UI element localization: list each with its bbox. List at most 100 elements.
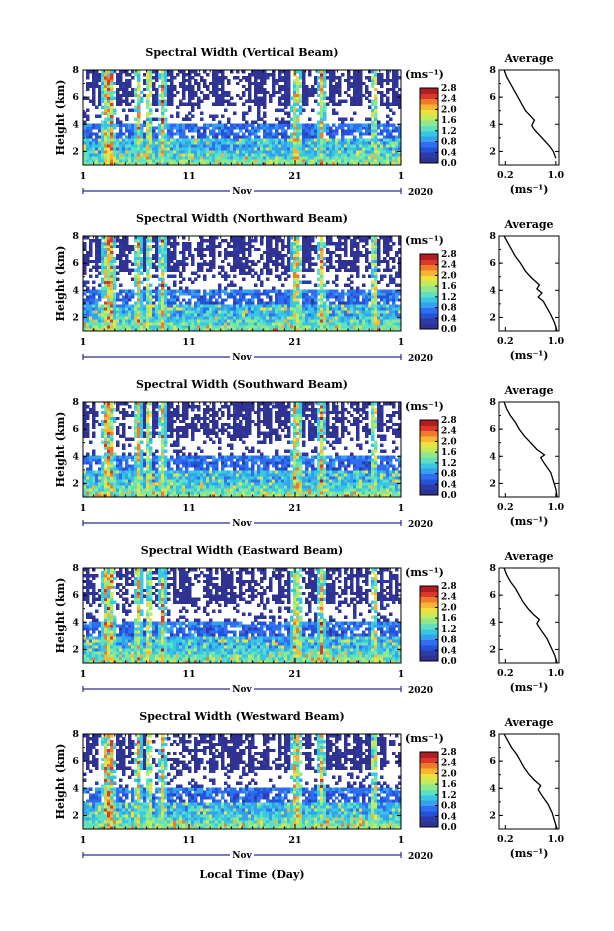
colorbar-frame bbox=[419, 419, 439, 496]
colorbar-frame bbox=[419, 253, 439, 330]
y-tick-label: 6 bbox=[72, 590, 79, 601]
bottom-x-axis-label: Local Time (Day) bbox=[199, 868, 304, 881]
heatmap-cells bbox=[83, 70, 402, 166]
y-axis-label: Height (km) bbox=[54, 412, 67, 488]
x-tick-label: 11 bbox=[182, 503, 195, 514]
y-tick-label: 4 bbox=[72, 451, 79, 462]
colorbar-swatch bbox=[420, 473, 438, 480]
colorbar-swatch bbox=[420, 430, 438, 437]
colorbar-tick-label: 0.8 bbox=[441, 304, 457, 314]
avg-x-tick-label: 1.0 bbox=[548, 336, 565, 347]
heatmap-cells bbox=[83, 402, 402, 498]
y-tick-label: 2 bbox=[72, 478, 79, 489]
avg-y-tick-label: 2 bbox=[489, 478, 496, 489]
colorbar-swatches bbox=[420, 254, 438, 330]
colorbar-swatch bbox=[420, 254, 438, 260]
colorbar-swatch bbox=[420, 586, 438, 592]
colorbar-tick-label: 0.0 bbox=[441, 823, 457, 833]
x-tick-label: 1 bbox=[80, 171, 87, 182]
colorbar-swatch bbox=[420, 784, 438, 790]
month-label: Nov bbox=[232, 353, 252, 363]
avg-y-tick-label: 8 bbox=[489, 65, 496, 76]
colorbar-swatch bbox=[420, 821, 438, 828]
avg-x-axis-label: (ms⁻¹) bbox=[510, 681, 549, 694]
colorbar-swatch bbox=[420, 762, 438, 769]
colorbar-swatch bbox=[420, 468, 438, 474]
avg-frame bbox=[498, 733, 560, 830]
y-tick-label: 4 bbox=[72, 119, 79, 130]
colorbar-swatch bbox=[420, 286, 438, 292]
colorbar-swatch bbox=[420, 810, 438, 817]
avg-frame bbox=[498, 567, 560, 664]
colorbar-tick-label: 0.8 bbox=[441, 636, 457, 646]
colorbar-swatch bbox=[420, 634, 438, 640]
colorbar-tick-label: 0.4 bbox=[441, 812, 457, 822]
colorbar-swatch bbox=[420, 104, 438, 110]
colorbar-swatch bbox=[420, 768, 438, 774]
colorbar-swatch bbox=[420, 109, 438, 116]
colorbar-swatch bbox=[420, 275, 438, 282]
colorbar-tick-label: 0.4 bbox=[441, 480, 457, 490]
avg-y-tick-label: 6 bbox=[489, 756, 496, 767]
colorbar-swatch bbox=[420, 136, 438, 142]
avg-y-tick-label: 8 bbox=[489, 397, 496, 408]
avg-title: Average bbox=[503, 384, 553, 397]
colorbar-swatch bbox=[420, 757, 438, 764]
y-tick-label: 4 bbox=[72, 617, 79, 628]
colorbar-tick-label: 2.8 bbox=[441, 582, 457, 592]
month-label-bg bbox=[230, 517, 254, 528]
colorbar-swatch bbox=[420, 152, 438, 159]
avg-x-tick-label: 0.2 bbox=[497, 170, 514, 181]
heatmap-cells bbox=[83, 734, 402, 830]
colorbar-tick-label: 0.0 bbox=[441, 159, 457, 169]
colorbar-tick-label: 0.0 bbox=[441, 657, 457, 667]
avg-y-tick-label: 4 bbox=[489, 285, 496, 296]
colorbar-tick-label: 1.6 bbox=[441, 448, 457, 458]
colorbar-swatch bbox=[420, 125, 438, 132]
colorbar-swatch bbox=[420, 291, 438, 298]
avg-frame bbox=[498, 401, 560, 498]
colorbar-tick-label: 2.0 bbox=[441, 603, 457, 613]
colorbar-tick-label: 2.4 bbox=[441, 95, 457, 105]
month-label-bg bbox=[230, 185, 254, 196]
colorbar-tick-label: 0.0 bbox=[441, 325, 457, 335]
colorbar-tick-label: 1.6 bbox=[441, 780, 457, 790]
colorbar-swatch bbox=[420, 120, 438, 126]
colorbar-swatch bbox=[420, 425, 438, 432]
month-label-bg bbox=[230, 683, 254, 694]
avg-x-tick-label: 0.2 bbox=[497, 668, 514, 679]
colorbar-swatch bbox=[420, 644, 438, 651]
colorbar-swatch bbox=[420, 259, 438, 266]
colorbar-tick-label: 2.0 bbox=[441, 437, 457, 447]
y-tick-label: 6 bbox=[72, 92, 79, 103]
colorbar-swatch bbox=[420, 650, 438, 657]
colorbar-tick-label: 2.8 bbox=[441, 416, 457, 426]
colorbar-swatch bbox=[420, 591, 438, 598]
y-tick-label: 2 bbox=[72, 644, 79, 655]
year-label: 2020 bbox=[408, 686, 433, 696]
y-axis-label: Height (km) bbox=[54, 578, 67, 654]
colorbar-swatch bbox=[420, 794, 438, 801]
colorbar-swatch bbox=[420, 816, 438, 823]
avg-profile-line bbox=[503, 733, 558, 830]
avg-y-tick-label: 2 bbox=[489, 644, 496, 655]
colorbar-swatch bbox=[420, 752, 438, 758]
avg-profile-line bbox=[503, 235, 558, 332]
avg-y-tick-label: 8 bbox=[489, 729, 496, 740]
colorbar-tick-label: 2.4 bbox=[441, 427, 457, 437]
x-tick-label: 1 bbox=[80, 337, 87, 348]
colorbar-tick-label: 0.8 bbox=[441, 470, 457, 480]
month-label: Nov bbox=[232, 685, 252, 695]
y-tick-label: 2 bbox=[72, 146, 79, 157]
year-label: 2020 bbox=[408, 354, 433, 364]
colorbar-swatch bbox=[420, 602, 438, 608]
colorbar-swatch bbox=[420, 264, 438, 271]
chart-title: Spectral Width (Vertical Beam) bbox=[145, 46, 338, 59]
month-label-bg bbox=[230, 351, 254, 362]
avg-profile-line bbox=[503, 69, 557, 159]
year-label: 2020 bbox=[408, 188, 433, 198]
colorbar-tick-label: 2.4 bbox=[441, 261, 457, 271]
avg-y-tick-label: 4 bbox=[489, 451, 496, 462]
colorbar-tick-label: 0.4 bbox=[441, 148, 457, 158]
